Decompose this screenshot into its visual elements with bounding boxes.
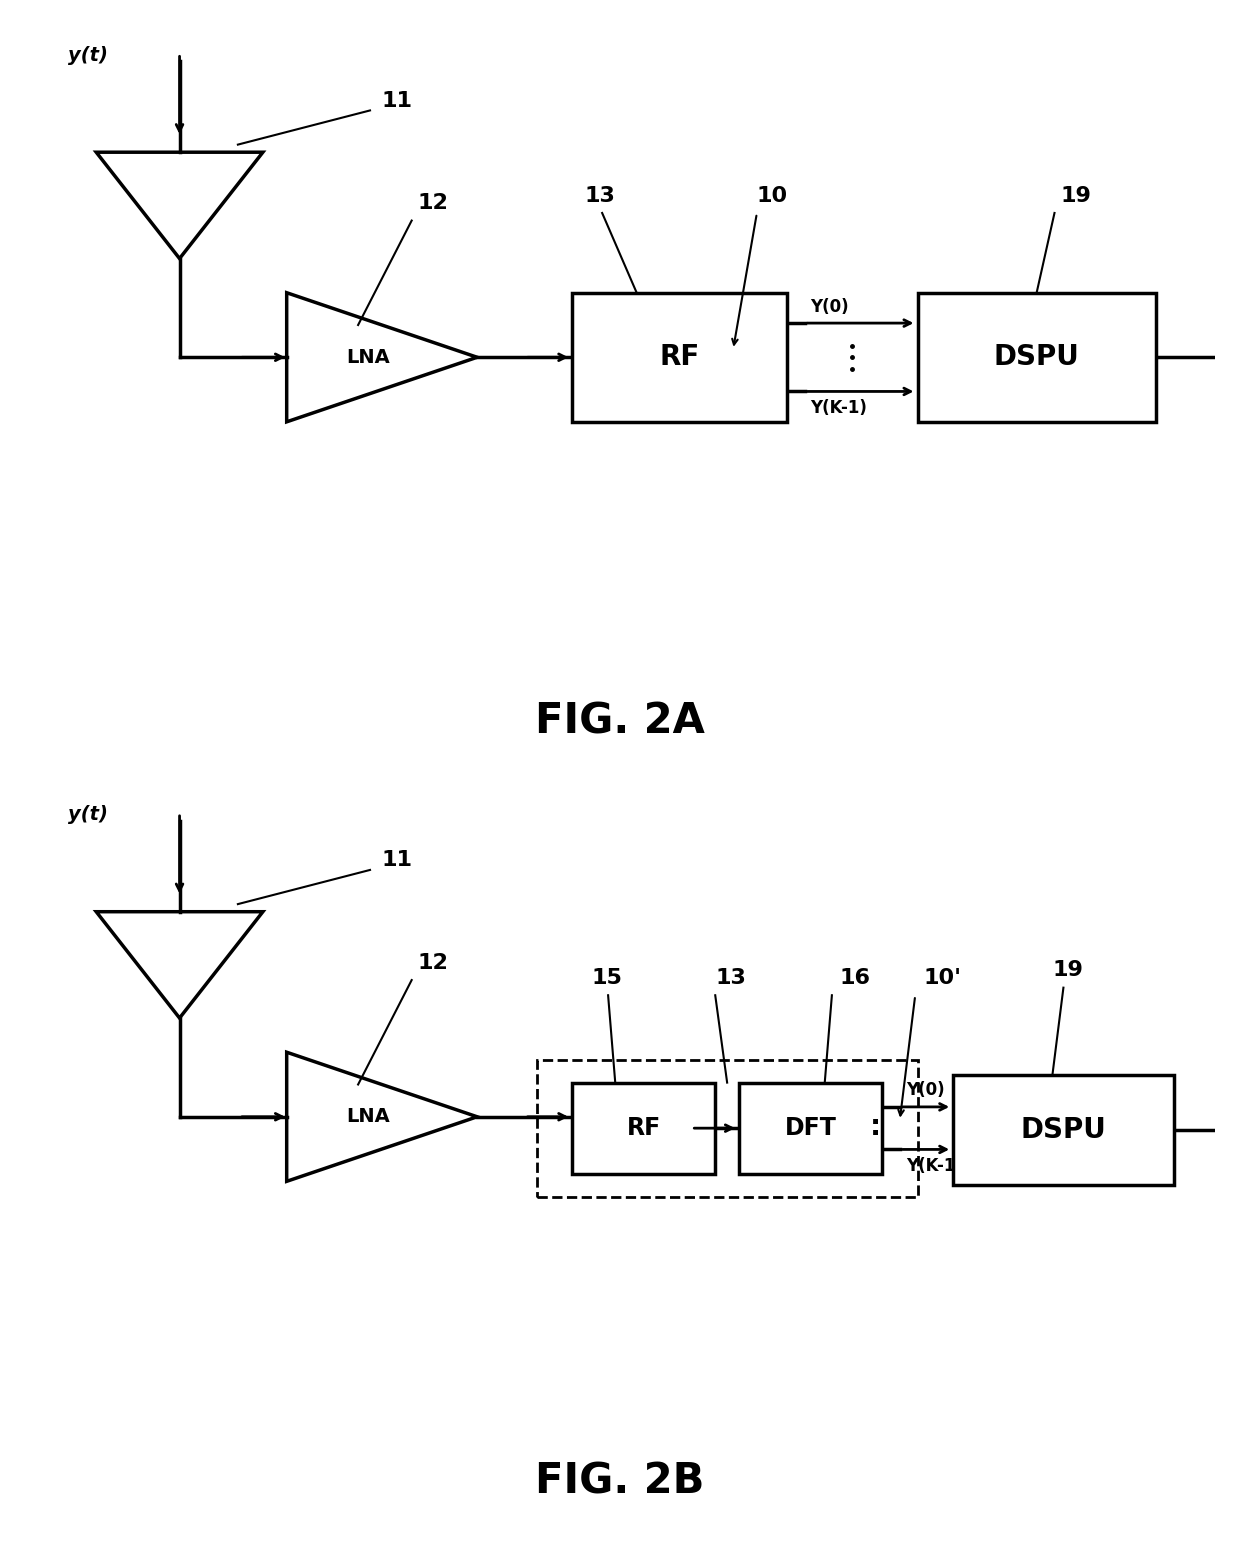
Text: 15: 15 xyxy=(591,967,622,987)
Text: FIG. 2B: FIG. 2B xyxy=(536,1460,704,1502)
Text: 19: 19 xyxy=(1053,961,1084,980)
Bar xyxy=(573,293,786,422)
Text: 12: 12 xyxy=(418,194,449,214)
Bar xyxy=(918,293,1156,422)
Text: 11: 11 xyxy=(382,849,413,870)
Text: Y(K-1): Y(K-1) xyxy=(811,398,867,417)
Text: RF: RF xyxy=(660,343,699,372)
Text: 19: 19 xyxy=(1060,186,1091,206)
Bar xyxy=(739,1082,882,1173)
Text: :: : xyxy=(870,1113,882,1141)
Text: 16: 16 xyxy=(839,967,870,987)
Text: Y(0): Y(0) xyxy=(811,298,849,316)
Bar xyxy=(954,1076,1173,1186)
Text: 13: 13 xyxy=(715,967,746,987)
Text: y(t): y(t) xyxy=(68,806,108,825)
Text: 10: 10 xyxy=(756,186,789,206)
Text: FIG. 2A: FIG. 2A xyxy=(536,701,704,742)
Text: Y(K-1): Y(K-1) xyxy=(905,1156,962,1175)
Text: DSPU: DSPU xyxy=(1021,1116,1106,1144)
Text: y(t): y(t) xyxy=(68,46,108,65)
Bar xyxy=(573,1082,715,1173)
Text: 13: 13 xyxy=(584,186,615,206)
Text: 11: 11 xyxy=(382,90,413,110)
Text: 10': 10' xyxy=(924,967,961,987)
Text: RF: RF xyxy=(626,1116,661,1141)
Text: LNA: LNA xyxy=(346,1107,389,1127)
Text: DFT: DFT xyxy=(785,1116,837,1141)
Text: LNA: LNA xyxy=(346,347,389,367)
Text: 12: 12 xyxy=(418,953,449,973)
Text: Y(0): Y(0) xyxy=(905,1082,945,1099)
Text: DSPU: DSPU xyxy=(993,343,1080,372)
Bar xyxy=(537,1060,918,1197)
